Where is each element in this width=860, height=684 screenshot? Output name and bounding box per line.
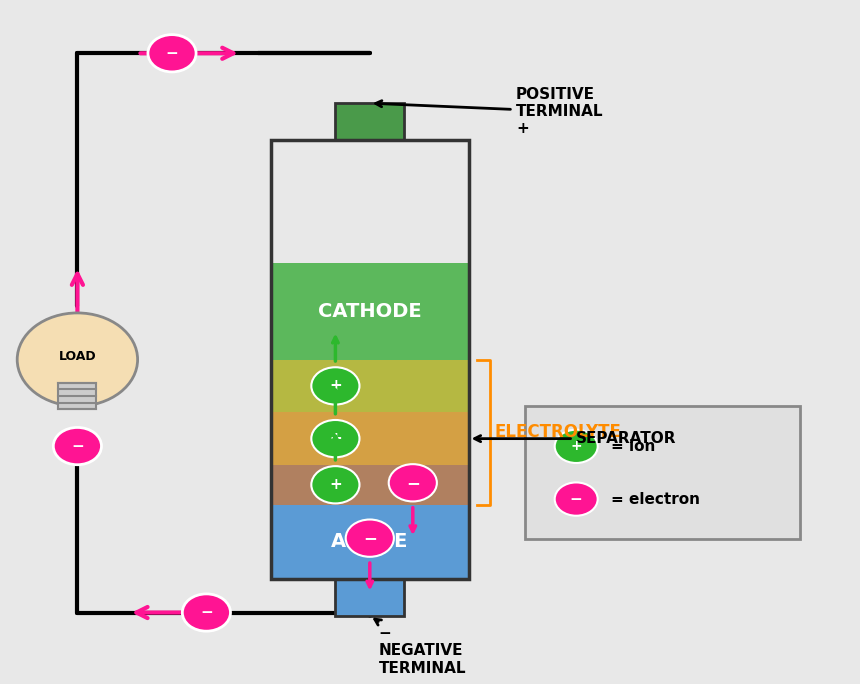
Text: −: − bbox=[363, 529, 377, 547]
Circle shape bbox=[311, 420, 359, 458]
FancyBboxPatch shape bbox=[271, 412, 469, 465]
FancyBboxPatch shape bbox=[271, 360, 469, 412]
Text: SEPARATOR: SEPARATOR bbox=[475, 431, 677, 446]
Circle shape bbox=[182, 594, 230, 631]
Text: −: − bbox=[166, 46, 178, 61]
Text: +: + bbox=[329, 477, 341, 492]
Text: = electron: = electron bbox=[611, 492, 699, 507]
FancyBboxPatch shape bbox=[271, 465, 469, 505]
Circle shape bbox=[17, 313, 138, 406]
Text: +: + bbox=[329, 378, 341, 393]
Text: +: + bbox=[570, 439, 582, 453]
FancyBboxPatch shape bbox=[335, 103, 404, 140]
Circle shape bbox=[555, 482, 598, 516]
Circle shape bbox=[311, 466, 359, 503]
Circle shape bbox=[555, 430, 598, 463]
Text: = ion: = ion bbox=[611, 439, 655, 454]
Circle shape bbox=[346, 520, 394, 557]
Text: −: − bbox=[71, 438, 83, 453]
Text: CATHODE: CATHODE bbox=[318, 302, 421, 321]
Circle shape bbox=[148, 35, 196, 72]
Circle shape bbox=[311, 367, 359, 404]
Circle shape bbox=[53, 428, 101, 464]
Circle shape bbox=[389, 464, 437, 501]
Text: −
NEGATIVE
TERMINAL: − NEGATIVE TERMINAL bbox=[375, 619, 466, 676]
Text: +: + bbox=[329, 431, 341, 446]
Text: −: − bbox=[570, 492, 582, 507]
Text: −: − bbox=[200, 605, 212, 620]
Text: ELECTROLYTE: ELECTROLYTE bbox=[494, 423, 622, 441]
FancyBboxPatch shape bbox=[271, 263, 469, 360]
FancyBboxPatch shape bbox=[271, 505, 469, 579]
FancyBboxPatch shape bbox=[525, 406, 800, 539]
Text: LOAD: LOAD bbox=[58, 350, 96, 363]
Text: ANODE: ANODE bbox=[331, 532, 408, 551]
Text: POSITIVE
TERMINAL
+: POSITIVE TERMINAL + bbox=[376, 87, 604, 136]
Text: −: − bbox=[406, 474, 420, 492]
FancyBboxPatch shape bbox=[335, 579, 404, 616]
FancyBboxPatch shape bbox=[58, 383, 96, 410]
